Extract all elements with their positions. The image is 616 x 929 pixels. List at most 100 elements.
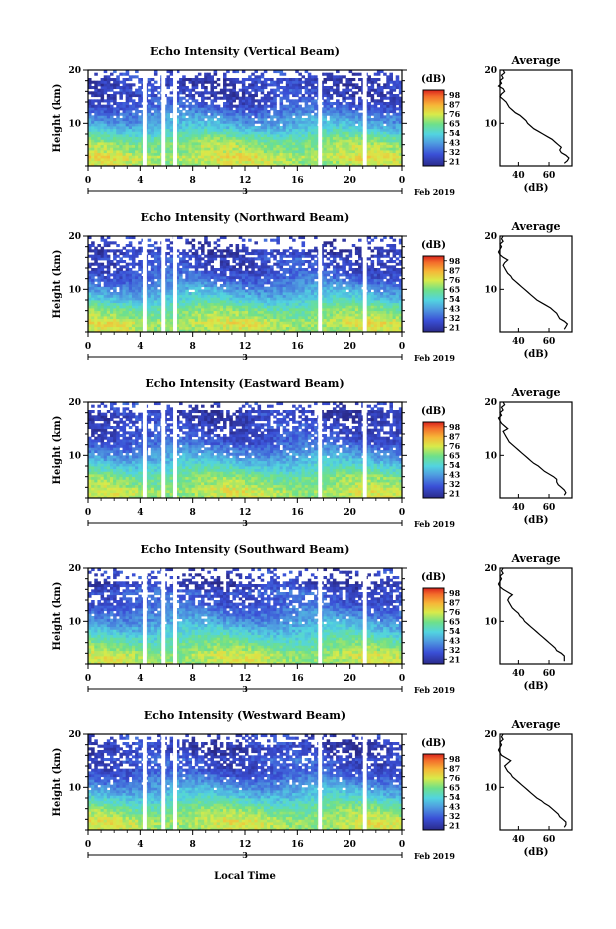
x-tick-label: 4 bbox=[137, 342, 143, 352]
average-x-label: (dB) bbox=[524, 183, 549, 194]
colorbar-tick-label: 21 bbox=[449, 156, 460, 166]
colorbar-tick-label: 21 bbox=[449, 654, 460, 664]
x-tick-label: 0 bbox=[399, 840, 405, 850]
average-x-tick-label: 60 bbox=[543, 171, 556, 181]
x-tick-label: 8 bbox=[190, 674, 196, 684]
day-label: 3 bbox=[242, 684, 248, 694]
heatmap-cells bbox=[88, 236, 403, 333]
average-frame bbox=[499, 401, 573, 499]
average-x-label: (dB) bbox=[524, 515, 549, 526]
x-tick-label: 4 bbox=[137, 674, 143, 684]
x-tick-label: 0 bbox=[399, 508, 405, 518]
colorbar-tick-label: 87 bbox=[449, 99, 460, 109]
colorbar-tick-label: 87 bbox=[449, 763, 460, 773]
y-axis-label: Height (km) bbox=[52, 748, 63, 817]
day-label: 3 bbox=[242, 850, 248, 860]
data-gap bbox=[161, 236, 166, 332]
colorbar-tick-label: 98 bbox=[449, 90, 461, 100]
colorbar bbox=[422, 421, 445, 499]
colorbar-tick-label: 54 bbox=[449, 294, 461, 304]
data-gap bbox=[362, 70, 367, 166]
average-x-tick-label: 40 bbox=[512, 337, 525, 347]
colorbar-tick-label: 65 bbox=[449, 616, 460, 626]
data-gap bbox=[318, 568, 323, 664]
heatmap-cells bbox=[88, 402, 403, 499]
y-tick-label: 10 bbox=[68, 783, 81, 793]
average-y-tick-label: 10 bbox=[484, 119, 497, 129]
data-gap bbox=[362, 402, 367, 498]
x-tick-label: 4 bbox=[137, 176, 143, 186]
average-profile-line bbox=[497, 733, 567, 828]
heatmap-cells bbox=[88, 70, 403, 167]
average-y-tick-label: 10 bbox=[484, 783, 497, 793]
x-tick-label: 12 bbox=[239, 508, 252, 518]
data-gap bbox=[318, 402, 323, 498]
average-title: Average bbox=[510, 54, 560, 67]
average-x-label: (dB) bbox=[524, 847, 549, 858]
y-tick-label: 20 bbox=[68, 232, 81, 242]
data-gap bbox=[173, 236, 177, 332]
x-tick-label: 12 bbox=[239, 342, 252, 352]
average-y-tick-label: 10 bbox=[484, 451, 497, 461]
colorbar-tick-label: 98 bbox=[449, 588, 461, 598]
colorbar-tick-label: 76 bbox=[449, 441, 461, 451]
colorbar-unit: (dB) bbox=[421, 74, 446, 85]
colorbar-tick-label: 65 bbox=[449, 118, 460, 128]
data-gap bbox=[161, 568, 166, 664]
data-gap bbox=[318, 236, 323, 332]
colorbar bbox=[422, 255, 445, 333]
y-tick-label: 10 bbox=[68, 451, 81, 461]
average-frame bbox=[499, 235, 573, 333]
data-gap bbox=[173, 402, 177, 498]
y-tick-label: 20 bbox=[68, 66, 81, 76]
heatmap-cells bbox=[88, 734, 403, 831]
data-gap bbox=[318, 734, 323, 830]
colorbar-tick-label: 32 bbox=[449, 147, 460, 157]
average-profile-line bbox=[497, 401, 567, 496]
average-frame bbox=[499, 733, 573, 831]
colorbar-tick-label: 65 bbox=[449, 284, 460, 294]
average-x-tick-label: 60 bbox=[543, 835, 556, 845]
average-profile-line bbox=[497, 235, 569, 330]
x-tick-label: 0 bbox=[399, 674, 405, 684]
x-tick-label: 8 bbox=[190, 508, 196, 518]
average-profile-line bbox=[497, 567, 565, 662]
average-y-tick-label: 20 bbox=[484, 564, 497, 574]
x-tick-label: 8 bbox=[190, 342, 196, 352]
day-label: 3 bbox=[242, 352, 248, 362]
colorbar-tick-label: 87 bbox=[449, 597, 460, 607]
heatmap-cells bbox=[88, 568, 403, 665]
average-title: Average bbox=[510, 386, 560, 399]
x-tick-label: 20 bbox=[343, 508, 356, 518]
colorbar-tick-label: 98 bbox=[449, 256, 461, 266]
average-x-tick-label: 40 bbox=[512, 503, 525, 513]
date-label: Feb 2019 bbox=[414, 187, 455, 197]
colorbar-tick-label: 21 bbox=[449, 488, 460, 498]
data-gap bbox=[161, 70, 166, 166]
x-tick-label: 16 bbox=[291, 176, 304, 186]
chart-title: Echo Intensity (Southward Beam) bbox=[141, 543, 350, 556]
colorbar bbox=[422, 89, 445, 167]
x-tick-label: 12 bbox=[239, 840, 252, 850]
average-frame bbox=[499, 69, 573, 167]
colorbar-tick-label: 21 bbox=[449, 322, 460, 332]
x-tick-label: 0 bbox=[85, 342, 91, 352]
y-tick-label: 20 bbox=[68, 564, 81, 574]
day-label: 3 bbox=[242, 518, 248, 528]
colorbar-unit: (dB) bbox=[421, 572, 446, 583]
x-tick-label: 16 bbox=[291, 342, 304, 352]
data-gap bbox=[173, 70, 177, 166]
x-axis-label: Local Time bbox=[214, 871, 276, 882]
x-tick-label: 4 bbox=[137, 840, 143, 850]
data-gap bbox=[362, 734, 367, 830]
chart-panel-3: Echo Intensity (Eastward Beam) 10 20 Height… bbox=[52, 377, 573, 529]
data-gap bbox=[161, 734, 166, 830]
data-gap bbox=[161, 402, 166, 498]
colorbar-tick-label: 32 bbox=[449, 811, 460, 821]
x-tick-label: 20 bbox=[343, 342, 356, 352]
colorbar-tick-label: 43 bbox=[449, 635, 461, 645]
colorbar-tick-label: 98 bbox=[449, 422, 461, 432]
y-axis-label: Height (km) bbox=[52, 582, 63, 651]
colorbar-tick-label: 43 bbox=[449, 303, 461, 313]
